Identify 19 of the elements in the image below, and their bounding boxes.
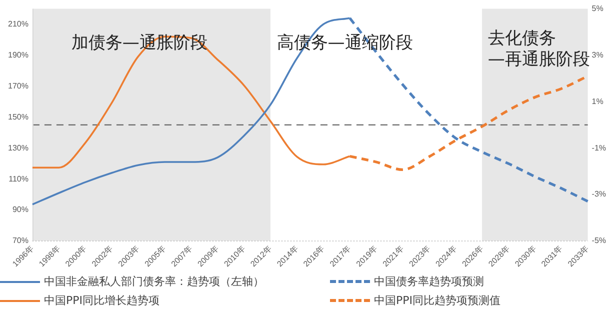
y-tick-label: 170% — [8, 81, 28, 90]
y2-tick-label: -1% — [592, 143, 606, 152]
y2-tick-label: 5% — [592, 4, 604, 14]
y2-tick-label: 1% — [592, 96, 604, 106]
y2-tick-label: -3% — [592, 190, 606, 199]
y-tick-label: 90% — [12, 205, 28, 214]
y-tick-label: 210% — [8, 19, 28, 28]
y-tick-label: 70% — [12, 236, 28, 246]
legend-label: 中国债务率趋势项预测 — [374, 274, 484, 289]
y-tick-label: 110% — [8, 174, 28, 184]
y2-tick-label: -5% — [592, 236, 606, 246]
legend-label: 中国PPI同比趋势项预测值 — [374, 293, 501, 308]
y2-tick-label: 3% — [592, 50, 604, 60]
y-tick-label: 130% — [8, 143, 28, 152]
y-tick-label: 150% — [8, 112, 28, 122]
annotation: 去化债务 —再通胀阶段 — [488, 28, 590, 70]
legend-label: 中国非金融私人部门债务率：趋势项（左轴） — [44, 274, 264, 289]
legend-label: 中国PPI同比增长趋势项 — [44, 293, 160, 308]
y-tick-label: 190% — [8, 50, 28, 60]
